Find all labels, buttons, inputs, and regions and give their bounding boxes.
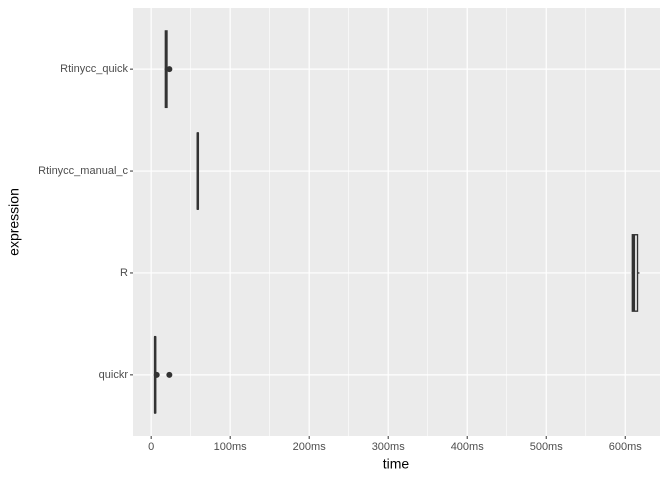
x-tick-label: 500ms [530,441,564,453]
x-tick-label: 100ms [214,441,248,453]
x-axis-title: time [383,456,410,472]
y-tick-label: quickr [99,369,129,381]
x-tick-label: 0 [148,441,154,453]
y-tick-label: Rtinycc_quick [60,63,128,75]
x-tick-label: 200ms [293,441,327,453]
x-tick-label: 400ms [451,441,485,453]
outlier [166,66,173,73]
panel [133,8,660,436]
outlier [166,371,173,378]
y-axis-title: expression [6,188,22,256]
y-tick-label: R [120,267,128,279]
x-tick-label: 600ms [609,441,643,453]
x-tick-label: 300ms [372,441,406,453]
y-tick-label: Rtinycc_manual_c [38,165,128,177]
outlier [153,371,160,378]
